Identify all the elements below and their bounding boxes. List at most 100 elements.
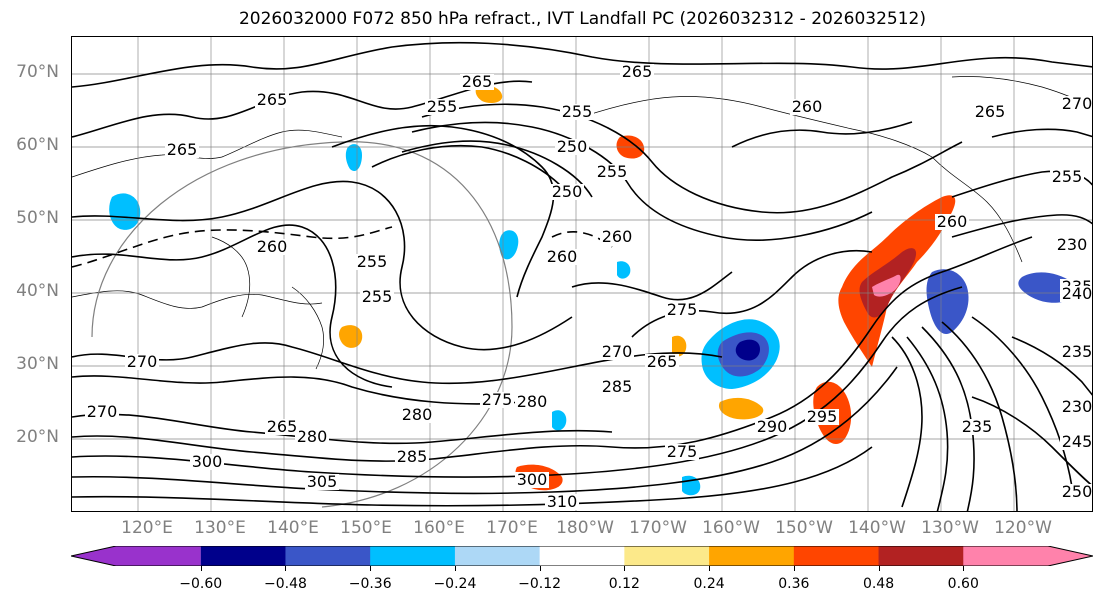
contour-label: 240 <box>1062 284 1093 303</box>
contour-label-bg <box>960 419 994 435</box>
longitude-label: 160°E <box>413 518 465 538</box>
colorbar-tick-label: −0.36 <box>348 576 392 592</box>
contour-label: 265 <box>647 352 678 371</box>
positive-anomaly-blob-gulf-peak <box>872 274 901 297</box>
contour-label: 305 <box>307 472 338 491</box>
contour-label: 275 <box>667 300 698 319</box>
colorbar-segment <box>539 546 625 566</box>
contour-label: 255 <box>357 252 388 271</box>
contour-label-bg <box>1060 399 1092 415</box>
contour-label-bg <box>805 409 839 425</box>
contour-lines <box>72 41 1092 511</box>
latitude-label: 30°N <box>16 354 59 374</box>
colorbar-tick-label: −0.60 <box>179 576 223 592</box>
colorbar-tick-mark <box>370 566 372 571</box>
longitude-label: 150°W <box>775 518 833 538</box>
contour-label: 235 <box>962 417 993 436</box>
colorbar-extend-max <box>963 546 1093 566</box>
longitude-label: 120°W <box>994 518 1052 538</box>
contour-label-bg <box>515 394 549 410</box>
contour-label: 310 <box>547 492 578 511</box>
colorbar-tick-mark <box>285 566 287 571</box>
contour-label-bg <box>295 429 329 445</box>
contour-label-bg <box>665 444 699 460</box>
contour-label: 255 <box>1052 167 1083 186</box>
colorbar-segment <box>709 546 795 566</box>
colorbar-tick-mark <box>709 566 711 571</box>
negative-anomaly-blob-main-peak <box>735 339 760 361</box>
landfall-arc <box>91 141 513 508</box>
contour-label: 270 <box>1062 94 1093 113</box>
colorbar-segment <box>624 546 710 566</box>
contour-label: 255 <box>597 162 628 181</box>
contour-label: 275 <box>667 442 698 461</box>
longitude-label: 130°W <box>921 518 979 538</box>
contour-label: 290 <box>757 417 788 436</box>
colorbar-tick-label: −0.12 <box>518 576 562 592</box>
contour-label: 275 <box>482 390 513 409</box>
contour-label: 265 <box>257 90 288 109</box>
contour-label: 245 <box>1062 432 1093 451</box>
colorbar-segment <box>370 546 456 566</box>
contour-label-bg <box>395 449 429 465</box>
contour-label-bg <box>620 64 654 80</box>
longitude-label: 160°W <box>702 518 760 538</box>
contour-label-bg <box>545 494 579 510</box>
contour-label: 265 <box>975 102 1006 121</box>
positive-anomaly-small-2 <box>672 335 687 357</box>
contour-label-bg <box>1060 344 1092 360</box>
contour-label: 300 <box>517 470 548 489</box>
longitude-label: 130°E <box>194 518 246 538</box>
contour-label-bg <box>355 254 389 270</box>
colorbar-tick-mark <box>963 566 965 571</box>
contour-label-bg <box>515 472 549 488</box>
longitude-label: 170°E <box>486 518 538 538</box>
colorbar-segment <box>793 546 880 566</box>
latitude-label: 50°N <box>16 208 59 228</box>
contour-label: 260 <box>937 212 968 231</box>
contour-label-bg <box>1055 237 1089 253</box>
contour-label: 265 <box>462 72 493 91</box>
colorbar-tick-mark <box>539 566 541 571</box>
latitude-label: 20°N <box>16 427 59 447</box>
negative-anomaly-blob-bering <box>499 230 519 260</box>
contour-label: 285 <box>397 447 428 466</box>
longitude-label: 150°E <box>340 518 392 538</box>
contour-label-bg <box>1060 286 1092 302</box>
colorbar-tick-label: 0.36 <box>778 576 810 592</box>
longitude-label: 120°E <box>121 518 173 538</box>
colorbar-segment <box>285 546 371 566</box>
contour-label-bg <box>85 404 119 420</box>
contour-label-bg <box>165 142 199 158</box>
contour-label-bg <box>790 99 824 115</box>
colorbar-segment <box>454 546 541 566</box>
negative-anomaly-small-1 <box>552 410 567 431</box>
contour-label: 250 <box>552 182 583 201</box>
contour-label-bg <box>480 392 514 408</box>
negative-anomaly-blob-east <box>926 269 969 335</box>
contour-label: 295 <box>807 407 838 426</box>
map-panel: 265 265 265 265 260 265 270 255 250 255 260 255 250 2… <box>71 36 1093 512</box>
contour-label-bg <box>400 407 434 423</box>
contour-label: 260 <box>257 237 288 256</box>
contour-label: 270 <box>87 402 118 421</box>
longitude-label: 180°W <box>556 518 614 538</box>
contour-label: 280 <box>297 427 328 446</box>
contour-label-bg <box>1060 96 1092 112</box>
contour-label-bg <box>600 379 634 395</box>
contour-label-bg <box>935 214 969 230</box>
contour-label: 230 <box>1057 235 1088 254</box>
contour-label-bg <box>665 302 699 318</box>
contour-label: 280 <box>402 405 433 424</box>
colorbar-tick-mark <box>454 566 456 571</box>
contour-label-bg <box>600 229 634 245</box>
map-title: 2026032000 F072 850 hPa refract., IVT La… <box>238 9 926 29</box>
contour-label-bg <box>550 184 584 200</box>
contour-label-bg <box>973 104 1007 120</box>
graticule <box>72 37 1092 511</box>
latitude-label: 60°N <box>16 135 59 155</box>
contour-label: 250 <box>557 137 588 156</box>
contour-label: 235 <box>1062 342 1093 361</box>
negative-anomaly-blob-kamchatka <box>345 144 362 172</box>
colorbar-tick-mark <box>200 566 202 571</box>
